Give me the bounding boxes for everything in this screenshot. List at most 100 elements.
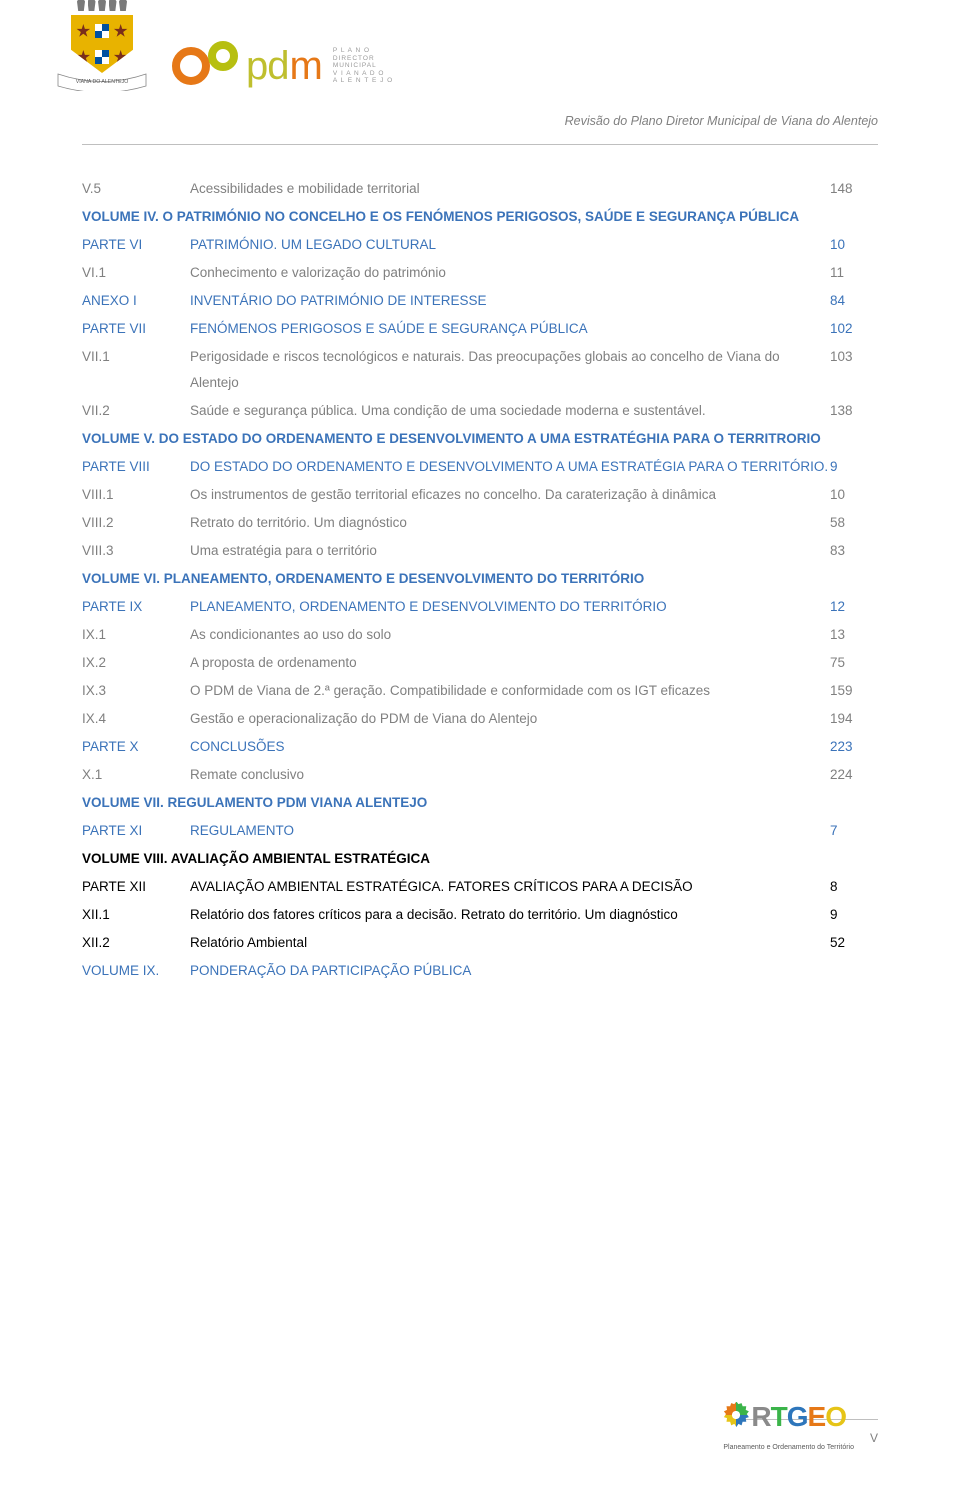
header-subtitle: Revisão do Plano Diretor Municipal de Vi… — [565, 110, 878, 134]
page-footer: RTGEO Planeamento e Ordenamento do Terri… — [82, 1396, 878, 1456]
toc-row: VI.1Conhecimento e valorização do patrim… — [82, 259, 878, 287]
toc-text: Gestão e operacionalização do PDM de Via… — [190, 705, 830, 733]
toc-page: 224 — [830, 761, 878, 789]
toc-key: PARTE XII — [82, 873, 190, 901]
toc-key: PARTE XI — [82, 817, 190, 845]
toc-page: 10 — [830, 231, 878, 259]
toc-section-header: VOLUME V. DO ESTADO DO ORDENAMENTO E DES… — [82, 425, 878, 453]
pdm-d: d — [267, 44, 289, 88]
toc-content: V.5Acessibilidades e mobilidade territor… — [0, 145, 960, 985]
toc-row: XII.1Relatório dos fatores críticos para… — [82, 901, 878, 929]
toc-key: VIII.2 — [82, 509, 190, 537]
toc-key: VII.2 — [82, 397, 190, 425]
toc-row: PARTE XCONCLUSÕES223 — [82, 733, 878, 761]
toc-row: IX.3O PDM de Viana de 2.ª geração. Compa… — [82, 677, 878, 705]
toc-section-header: VOLUME IV. O PATRIMÓNIO NO CONCELHO E OS… — [82, 203, 878, 231]
toc-text: PLANEAMENTO, ORDENAMENTO E DESENVOLVIMEN… — [190, 593, 830, 621]
toc-page: 58 — [830, 509, 878, 537]
toc-key: XII.2 — [82, 929, 190, 957]
toc-row: VIII.2Retrato do território. Um diagnóst… — [82, 509, 878, 537]
toc-table: V.5Acessibilidades e mobilidade territor… — [82, 175, 878, 985]
toc-text: Acessibilidades e mobilidade territorial — [190, 175, 830, 203]
toc-section-header: VOLUME VIII. AVALIAÇÃO AMBIENTAL ESTRATÉ… — [82, 845, 878, 873]
toc-key: VII.1 — [82, 343, 190, 397]
toc-text: Relatório dos fatores críticos para a de… — [190, 901, 830, 929]
toc-row: VOLUME IV. O PATRIMÓNIO NO CONCELHO E OS… — [82, 203, 878, 231]
toc-row: VIII.3Uma estratégia para o território83 — [82, 537, 878, 565]
toc-page: 84 — [830, 287, 878, 315]
toc-key: IX.4 — [82, 705, 190, 733]
toc-key: PARTE VI — [82, 231, 190, 259]
toc-text: PATRIMÓNIO. UM LEGADO CULTURAL — [190, 231, 830, 259]
toc-text: O PDM de Viana de 2.ª geração. Compatibi… — [190, 677, 830, 705]
pdm-logo: pdm P L A N O DIRECTOR MUNICIPAL V I A N… — [172, 28, 393, 104]
toc-text: Uma estratégia para o território — [190, 537, 830, 565]
toc-page: 223 — [830, 733, 878, 761]
toc-text: As condicionantes ao uso do solo — [190, 621, 830, 649]
toc-page: 11 — [830, 259, 878, 287]
crest-logo: VIANA DO ALENTEJO — [62, 0, 142, 90]
toc-row: IX.4Gestão e operacionalização do PDM de… — [82, 705, 878, 733]
toc-page: 10 — [830, 481, 878, 509]
toc-row: VOLUME IX.PONDERAÇÃO DA PARTICIPAÇÃO PÚB… — [82, 957, 878, 985]
toc-page: 159 — [830, 677, 878, 705]
toc-row: ANEXO IINVENTÁRIO DO PATRIMÓNIO DE INTER… — [82, 287, 878, 315]
toc-row: V.5Acessibilidades e mobilidade territor… — [82, 175, 878, 203]
toc-row: VII.2Saúde e segurança pública. Uma cond… — [82, 397, 878, 425]
toc-row: VOLUME VII. REGULAMENTO PDM VIANA ALENTE… — [82, 789, 878, 817]
toc-key: IX.2 — [82, 649, 190, 677]
toc-row: XII.2Relatório Ambiental52 — [82, 929, 878, 957]
toc-key: VIII.3 — [82, 537, 190, 565]
toc-key: VOLUME IX. — [82, 957, 190, 985]
toc-page: 7 — [830, 817, 878, 845]
pdm-p: p — [246, 44, 267, 88]
plano-subtitle: P L A N O DIRECTOR MUNICIPAL V I A N A D… — [333, 47, 393, 84]
toc-row: IX.1As condicionantes ao uso do solo13 — [82, 621, 878, 649]
gear-icon — [723, 1402, 749, 1428]
rtgeo-logo: RTGEO Planeamento e Ordenamento do Terri… — [723, 1390, 854, 1454]
toc-row: VIII.1Os instrumentos de gestão territor… — [82, 481, 878, 509]
toc-row: VOLUME VI. PLANEAMENTO, ORDENAMENTO E DE… — [82, 565, 878, 593]
toc-text: INVENTÁRIO DO PATRIMÓNIO DE INTERESSE — [190, 287, 830, 315]
toc-key: IX.1 — [82, 621, 190, 649]
toc-key: VIII.1 — [82, 481, 190, 509]
toc-row: PARTE XIIAVALIAÇÃO AMBIENTAL ESTRATÉGICA… — [82, 873, 878, 901]
toc-key: ANEXO I — [82, 287, 190, 315]
toc-key: VI.1 — [82, 259, 190, 287]
toc-text: AVALIAÇÃO AMBIENTAL ESTRATÉGICA. FATORES… — [190, 873, 830, 901]
toc-page: 13 — [830, 621, 878, 649]
pdm-m: m — [290, 44, 323, 88]
toc-key: X.1 — [82, 761, 190, 789]
toc-page: 52 — [830, 929, 878, 957]
toc-row: PARTE VIIIDO ESTADO DO ORDENAMENTO E DES… — [82, 453, 878, 481]
toc-page: 9 — [830, 901, 878, 929]
toc-key: IX.3 — [82, 677, 190, 705]
toc-page: 9 — [830, 453, 878, 481]
toc-text: FENÓMENOS PERIGOSOS E SAÚDE E SEGURANÇA … — [190, 315, 830, 343]
toc-section-header: VOLUME VII. REGULAMENTO PDM VIANA ALENTE… — [82, 789, 878, 817]
toc-key: V.5 — [82, 175, 190, 203]
toc-row: PARTE VIIFENÓMENOS PERIGOSOS E SAÚDE E S… — [82, 315, 878, 343]
toc-key: PARTE VIII — [82, 453, 190, 481]
toc-text: Perigosidade e riscos tecnológicos e nat… — [190, 343, 830, 397]
toc-row: PARTE XIREGULAMENTO7 — [82, 817, 878, 845]
toc-text: Saúde e segurança pública. Uma condição … — [190, 397, 830, 425]
toc-text: CONCLUSÕES — [190, 733, 830, 761]
toc-key: PARTE VII — [82, 315, 190, 343]
toc-page: 8 — [830, 873, 878, 901]
toc-row: X.1Remate conclusivo224 — [82, 761, 878, 789]
toc-text: Relatório Ambiental — [190, 929, 830, 957]
toc-page: 12 — [830, 593, 878, 621]
toc-page: 138 — [830, 397, 878, 425]
toc-page: 103 — [830, 343, 878, 397]
toc-text: Remate conclusivo — [190, 761, 830, 789]
banner-text: VIANA DO ALENTEJO — [76, 79, 128, 85]
toc-page: 102 — [830, 315, 878, 343]
toc-page — [830, 957, 878, 985]
toc-row: IX.2A proposta de ordenamento75 — [82, 649, 878, 677]
toc-text: Conhecimento e valorização do património — [190, 259, 830, 287]
toc-text: Retrato do território. Um diagnóstico — [190, 509, 830, 537]
toc-page: 83 — [830, 537, 878, 565]
toc-key: PARTE IX — [82, 593, 190, 621]
toc-row: VII.1Perigosidade e riscos tecnológicos … — [82, 343, 878, 397]
